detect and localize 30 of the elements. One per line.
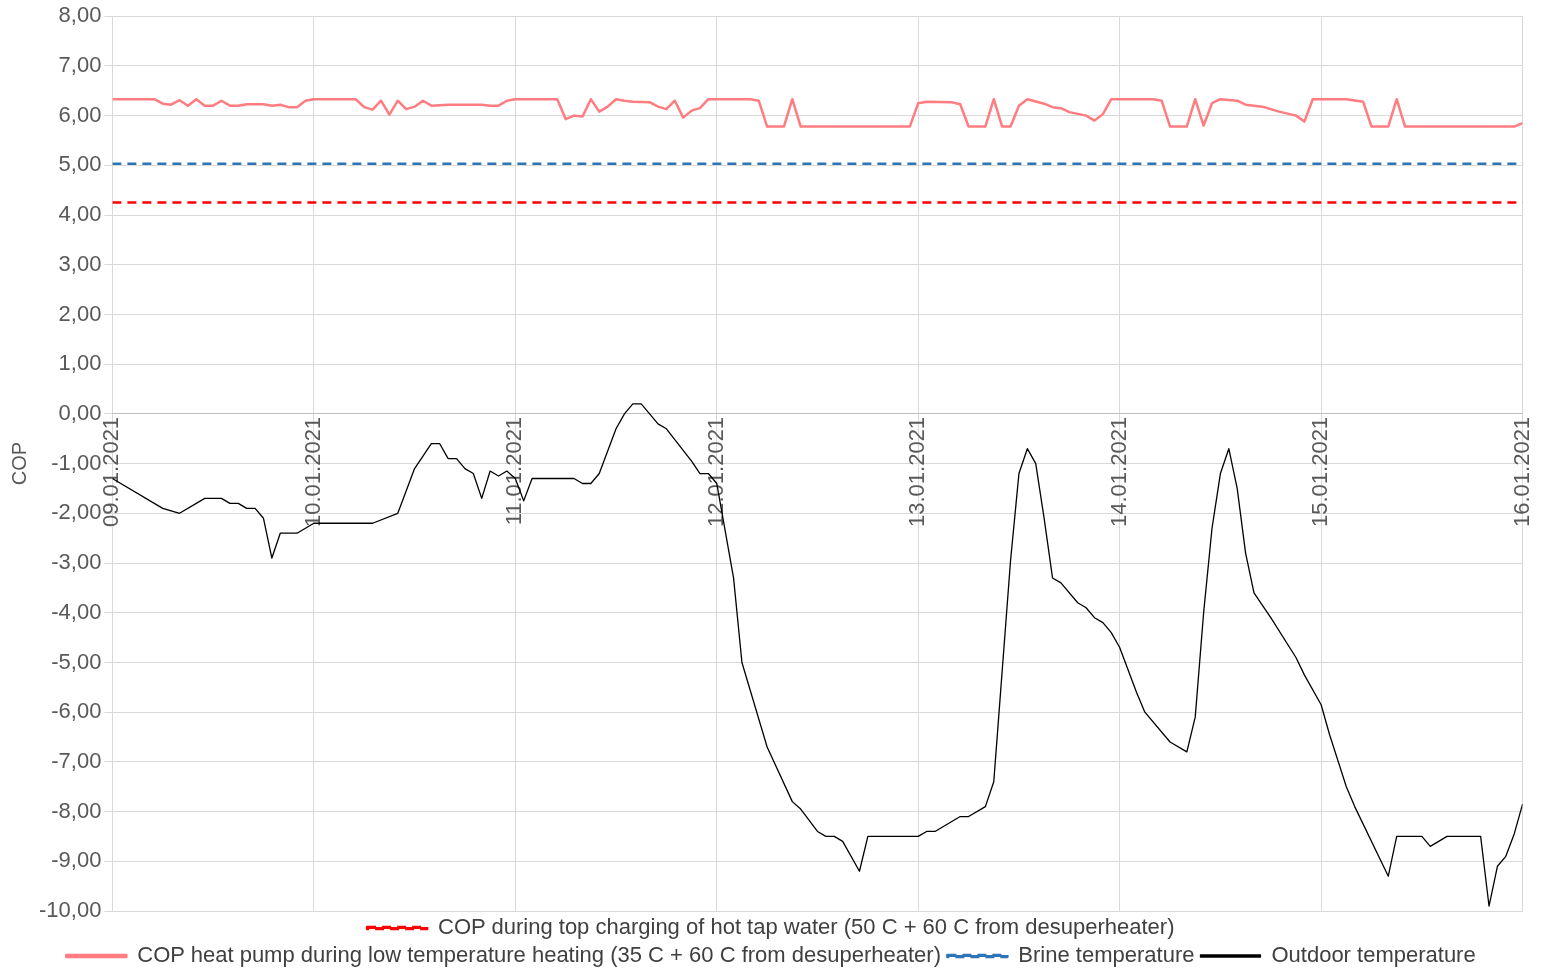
y-tick-label: -7,00	[51, 747, 102, 773]
legend-label: Outdoor temperature	[1271, 942, 1476, 968]
y-tick-label: 5,00	[58, 151, 102, 177]
legend-label: COP during top charging of hot tap water (50 C + 60 C from desuperheater)	[438, 914, 1175, 940]
legend-label: COP heat pump during low temperature heating (35 C + 60 C from desuperheater)	[137, 942, 941, 968]
x-tick-label: 10.01.2021	[299, 416, 325, 527]
x-tick-label: 12.01.2021	[702, 416, 728, 527]
y-tick-label: -1,00	[51, 449, 102, 475]
y-tick-label: 6,00	[58, 101, 102, 127]
y-tick-label: 1,00	[58, 350, 102, 376]
y-axis-title: COP	[7, 441, 30, 486]
y-tick-label: -6,00	[51, 698, 102, 724]
y-tick-label: 8,00	[58, 2, 102, 28]
legend-label: Brine temperature	[1018, 942, 1195, 968]
x-tick-label: 14.01.2021	[1105, 416, 1131, 527]
y-tick-label: 0,00	[58, 399, 102, 425]
x-tick-label: 13.01.2021	[904, 416, 930, 527]
y-tick-label: -8,00	[51, 797, 102, 823]
y-tick-label: -4,00	[51, 598, 102, 624]
y-tick-label: 7,00	[58, 51, 102, 77]
y-tick-label: -10,00	[38, 897, 102, 923]
y-tick-label: 4,00	[58, 201, 102, 227]
y-tick-label: 3,00	[58, 250, 102, 276]
x-tick-label: 16.01.2021	[1508, 416, 1534, 527]
y-tick-label: -9,00	[51, 847, 102, 873]
x-tick-label: 15.01.2021	[1307, 416, 1333, 527]
y-tick-label: -5,00	[51, 648, 102, 674]
x-tick-label: 11.01.2021	[501, 416, 527, 526]
y-tick-label: 2,00	[58, 300, 102, 326]
y-tick-label: -3,00	[51, 549, 102, 575]
